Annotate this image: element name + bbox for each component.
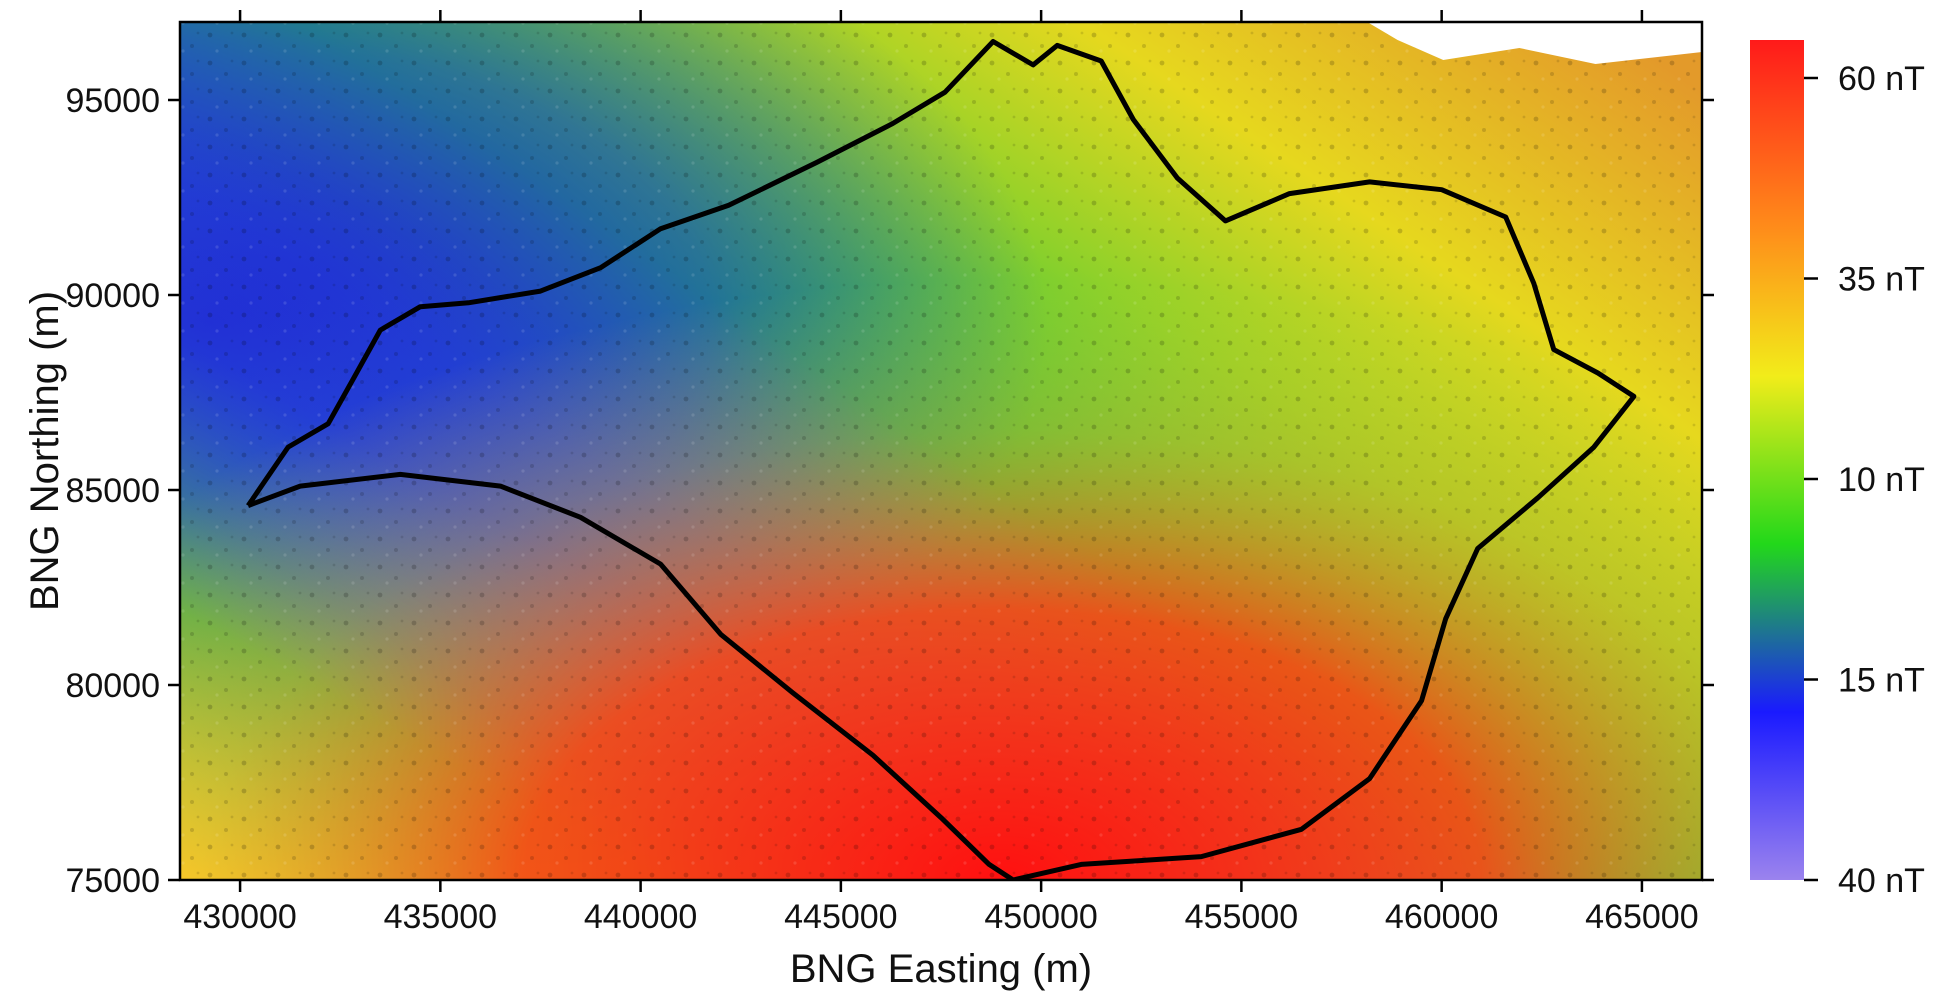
x-tick-label: 440000 [584, 898, 697, 936]
coastline-outline [246, 39, 1637, 880]
colorbar-gradient [1750, 40, 1804, 880]
colorbar-label: 60 nT [1838, 60, 1925, 98]
x-tick-label: 430000 [183, 898, 296, 936]
y-tick-label: 75000 [65, 862, 160, 900]
colorbar-label: 15 nT [1838, 662, 1925, 700]
map-plot-area [180, 22, 1702, 880]
x-tick-label: 460000 [1385, 898, 1498, 936]
x-tick-label: 435000 [384, 898, 497, 936]
x-tick-label: 455000 [1185, 898, 1298, 936]
colorbar-label: 40 nT [1838, 862, 1925, 900]
y-axis: 75000 80000 85000 90000 95000 [65, 82, 1714, 900]
y-tick-label: 80000 [65, 667, 160, 705]
x-tick-label: 450000 [984, 898, 1097, 936]
plot-frame [178, 20, 1704, 882]
y-tick-label: 95000 [65, 82, 160, 120]
x-axis: 430000 435000 440000 445000 450000 455000 4600… [183, 10, 1699, 936]
no-data-gap [1367, 22, 1702, 64]
colorbar: 60 nT 35 nT 10 nT 15 nT 40 nT [1750, 40, 1925, 900]
y-tick-label: 90000 [65, 277, 160, 315]
x-tick-label: 445000 [784, 898, 897, 936]
y-tick-label: 85000 [65, 472, 160, 510]
x-axis-title: BNG Easting (m) [790, 947, 1092, 991]
colorbar-label: 10 nT [1838, 461, 1925, 499]
shaded-relief-texture [180, 22, 1702, 880]
x-tick-label: 465000 [1585, 898, 1698, 936]
colorbar-label: 35 nT [1838, 261, 1925, 299]
y-axis-title: BNG Northing (m) [23, 291, 67, 611]
